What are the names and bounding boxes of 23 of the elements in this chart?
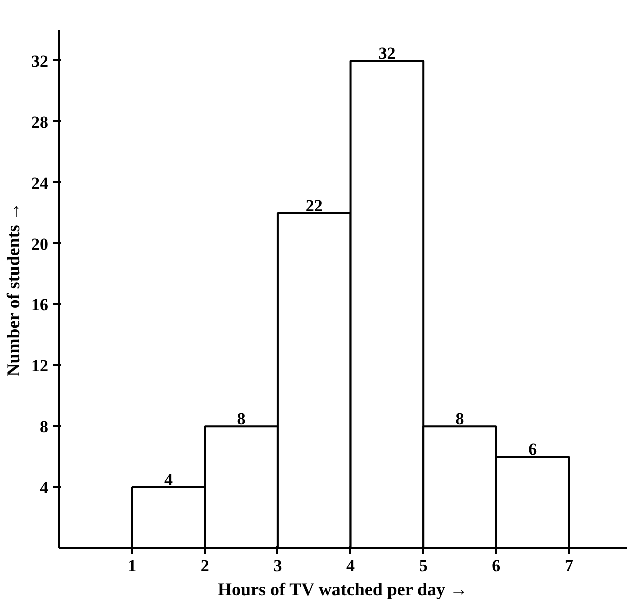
y-tick-label: 16	[32, 296, 48, 315]
data-label: 32	[378, 44, 396, 63]
x-tick-label: 7	[564, 556, 574, 576]
data-label: 8	[456, 410, 464, 429]
y-tick-label: 28	[32, 112, 48, 132]
x-tick-label: 5	[419, 556, 428, 576]
data-label: 8	[237, 410, 246, 429]
y-tick-label: 32	[32, 52, 48, 71]
x-tick-label: 4	[346, 556, 356, 576]
x-tick-label: 2	[200, 556, 210, 576]
x-axis-title: Hours of TV watched per day →	[218, 580, 468, 600]
y-tick-label: 20	[32, 234, 48, 254]
y-tick-label: 8	[40, 418, 48, 437]
x-tick-label: 3	[274, 556, 282, 576]
x-tick-label: 6	[492, 556, 501, 576]
data-label: 6	[528, 440, 538, 460]
y-tick-label: 24	[32, 174, 49, 193]
data-label: 4	[164, 470, 174, 490]
x-tick-label: 1	[128, 556, 137, 576]
y-tick-label: 12	[32, 356, 48, 376]
data-label: 22	[306, 196, 323, 216]
y-axis-title: Number of students →	[4, 202, 24, 377]
y-tick-label: 4	[40, 478, 49, 498]
